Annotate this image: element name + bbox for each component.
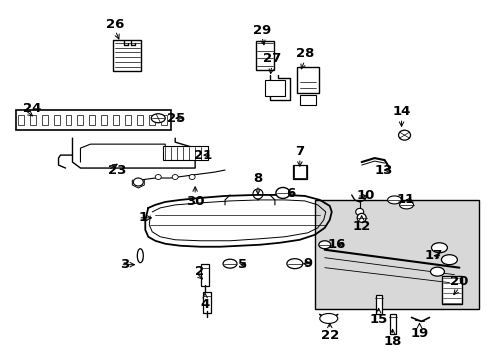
Ellipse shape [319, 314, 337, 323]
Ellipse shape [252, 189, 263, 199]
Bar [255, 41, 273, 71]
Bar [389, 315, 395, 334]
Bar [296, 67, 318, 93]
Ellipse shape [356, 213, 366, 222]
Ellipse shape [286, 259, 302, 269]
Text: 25: 25 [166, 112, 185, 125]
Ellipse shape [155, 175, 161, 180]
Bar [53, 115, 60, 125]
Bar [113, 115, 119, 125]
Text: 14: 14 [391, 105, 410, 118]
Text: 28: 28 [295, 48, 313, 60]
Ellipse shape [429, 267, 444, 276]
Ellipse shape [172, 175, 178, 180]
Text: 1: 1 [138, 211, 147, 224]
Text: 8: 8 [253, 172, 262, 185]
Bar [292, 165, 306, 179]
Ellipse shape [387, 196, 401, 204]
Ellipse shape [151, 114, 165, 123]
Text: 17: 17 [423, 249, 442, 262]
Text: 12: 12 [352, 220, 370, 233]
Bar [113, 40, 141, 71]
Text: 7: 7 [295, 145, 304, 158]
Text: 22: 22 [320, 329, 338, 342]
Text: 4: 4 [200, 298, 209, 311]
Text: 10: 10 [356, 189, 374, 202]
Bar [16, 110, 171, 130]
Text: 3: 3 [120, 258, 129, 271]
Ellipse shape [398, 130, 410, 140]
Text: 30: 30 [185, 195, 204, 208]
Bar [77, 115, 83, 125]
Bar [299, 95, 315, 105]
Bar [163, 146, 207, 160]
Text: 27: 27 [262, 53, 281, 66]
Text: 2: 2 [195, 265, 204, 278]
Bar [375, 294, 381, 315]
Text: 29: 29 [252, 23, 270, 37]
Text: 20: 20 [449, 275, 468, 288]
Bar [149, 115, 155, 125]
Bar [314, 200, 478, 310]
Bar [41, 115, 47, 125]
Bar [101, 115, 107, 125]
Bar [30, 115, 36, 125]
Ellipse shape [355, 208, 363, 215]
Text: 11: 11 [395, 193, 414, 206]
Ellipse shape [223, 259, 237, 268]
Bar [264, 80, 285, 96]
Ellipse shape [318, 241, 330, 249]
Bar [65, 115, 71, 125]
Ellipse shape [275, 188, 289, 198]
Ellipse shape [137, 249, 143, 263]
Text: 18: 18 [383, 336, 401, 348]
Bar [442, 276, 462, 303]
Text: 26: 26 [106, 18, 124, 31]
Text: 23: 23 [108, 163, 126, 176]
Bar [203, 292, 211, 314]
Ellipse shape [430, 243, 447, 253]
Ellipse shape [189, 175, 195, 180]
Bar [125, 115, 131, 125]
Ellipse shape [399, 201, 413, 209]
Text: 13: 13 [373, 163, 392, 176]
Bar [137, 115, 143, 125]
Ellipse shape [133, 178, 143, 186]
Text: 24: 24 [22, 102, 41, 115]
Bar [18, 115, 23, 125]
Ellipse shape [441, 255, 456, 265]
Bar [201, 264, 209, 285]
Bar [89, 115, 95, 125]
Text: 5: 5 [237, 258, 246, 271]
Text: 16: 16 [326, 238, 345, 251]
Text: 15: 15 [369, 314, 387, 327]
Bar [161, 115, 167, 125]
Text: 19: 19 [409, 328, 428, 341]
Text: 21: 21 [193, 149, 212, 162]
Text: 6: 6 [286, 188, 295, 201]
Text: 9: 9 [303, 257, 312, 270]
